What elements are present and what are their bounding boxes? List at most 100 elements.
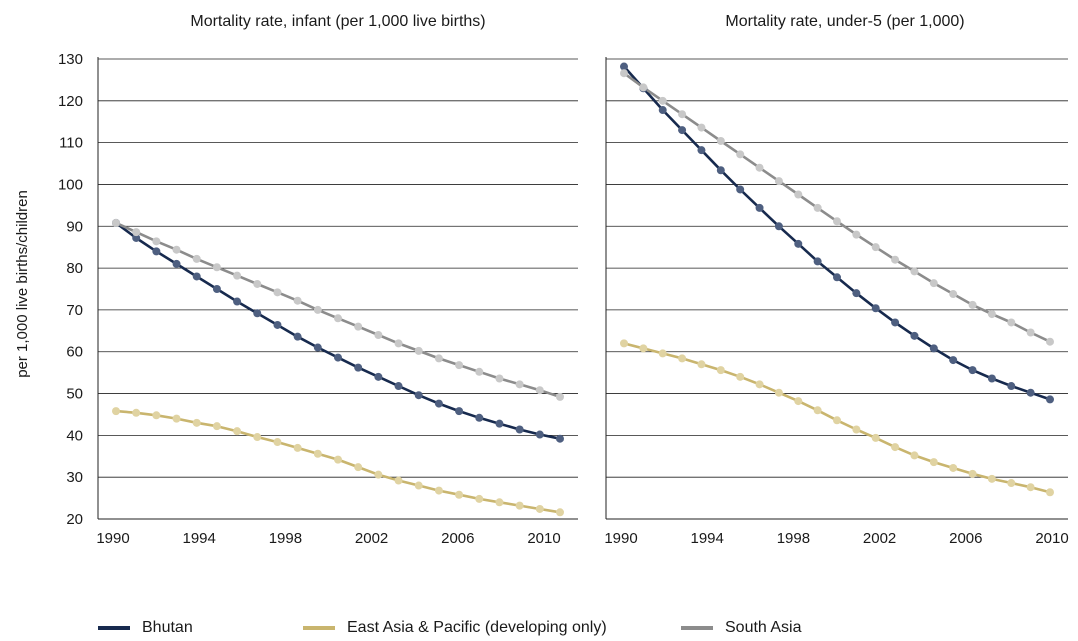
legend-item-bhutan: Bhutan — [98, 619, 303, 637]
data-point-east-asia-pacific-developing-only — [475, 494, 484, 503]
data-point-east-asia-pacific-developing-only — [891, 443, 900, 452]
data-point-south-asia — [697, 123, 706, 132]
x-tick-label: 2002 — [863, 530, 896, 547]
data-point-south-asia — [374, 331, 383, 339]
data-point-bhutan — [736, 185, 745, 194]
data-point-bhutan — [414, 391, 423, 400]
data-point-east-asia-pacific-developing-only — [813, 406, 822, 415]
legend-swatch-bhutan — [98, 626, 130, 630]
series-line-south-asia — [623, 72, 1051, 343]
legend-label-bhutan: Bhutan — [142, 619, 193, 636]
data-point-east-asia-pacific-developing-only — [374, 470, 383, 479]
data-point-south-asia — [394, 339, 403, 348]
legend-swatch-south-asia — [681, 626, 713, 630]
data-point-south-asia — [172, 245, 181, 254]
data-point-bhutan — [253, 309, 262, 318]
data-point-east-asia-pacific-developing-only — [535, 504, 544, 513]
data-point-east-asia-pacific-developing-only — [987, 474, 996, 483]
data-point-east-asia-pacific-developing-only — [968, 469, 977, 478]
data-point-south-asia — [253, 279, 262, 288]
legend-label-south-asia: South Asia — [725, 619, 802, 636]
data-point-bhutan — [1046, 395, 1054, 404]
legend-swatch-east-asia-pacific — [303, 626, 335, 630]
data-point-east-asia-pacific-developing-only — [455, 490, 464, 499]
data-point-south-asia — [1026, 328, 1035, 337]
gridlines — [98, 58, 1068, 478]
data-point-south-asia — [774, 177, 783, 186]
data-point-south-asia — [556, 392, 564, 401]
y-tick-label: 30 — [66, 469, 83, 486]
data-point-south-asia — [132, 228, 141, 237]
data-point-east-asia-pacific-developing-only — [697, 360, 706, 369]
data-point-bhutan — [813, 257, 822, 266]
data-point-south-asia — [535, 386, 544, 395]
data-point-bhutan — [678, 126, 687, 135]
data-point-bhutan — [755, 203, 764, 212]
data-point-south-asia — [678, 110, 687, 119]
y-tick-label: 20 — [66, 511, 83, 528]
data-point-bhutan — [929, 344, 938, 353]
data-point-bhutan — [871, 304, 880, 313]
data-point-bhutan — [910, 331, 919, 340]
data-point-bhutan — [455, 407, 464, 416]
y-tick-label: 120 — [58, 93, 83, 110]
x-tick-label: 1994 — [691, 530, 724, 547]
data-point-bhutan — [987, 374, 996, 383]
data-point-east-asia-pacific-developing-only — [394, 476, 403, 485]
data-point-south-asia — [833, 217, 841, 226]
data-point-east-asia-pacific-developing-only — [949, 463, 958, 472]
data-point-bhutan — [515, 425, 524, 434]
data-point-east-asia-pacific-developing-only — [871, 433, 880, 442]
y-tick-label: 90 — [66, 218, 83, 235]
data-point-south-asia — [334, 314, 342, 323]
legend-item-east-asia-pacific: East Asia & Pacific (developing only) — [303, 619, 681, 637]
data-point-south-asia — [658, 96, 667, 105]
data-point-bhutan — [658, 106, 667, 115]
data-point-bhutan — [334, 353, 342, 362]
series-line-bhutan — [623, 65, 1051, 401]
data-point-bhutan — [620, 62, 628, 71]
data-point-bhutan — [891, 318, 900, 327]
legend-item-south-asia: South Asia — [681, 619, 802, 637]
x-tick-label: 1990 — [96, 530, 129, 547]
data-point-east-asia-pacific-developing-only — [833, 416, 841, 425]
data-point-bhutan — [172, 259, 181, 268]
data-point-bhutan — [949, 356, 958, 365]
data-point-east-asia-pacific-developing-only — [354, 463, 363, 472]
data-point-south-asia — [736, 150, 745, 159]
data-point-bhutan — [774, 222, 783, 231]
data-point-bhutan — [833, 273, 841, 282]
data-point-east-asia-pacific-developing-only — [852, 425, 861, 434]
data-point-bhutan — [535, 430, 544, 439]
data-point-east-asia-pacific-developing-only — [112, 407, 120, 416]
x-tick-label: 2006 — [949, 530, 982, 547]
y-tick-label: 60 — [66, 344, 83, 361]
x-tick-label: 1990 — [604, 530, 637, 547]
y-tick-label: 80 — [66, 260, 83, 277]
legend: Bhutan East Asia & Pacific (developing o… — [98, 619, 802, 637]
data-point-south-asia — [192, 254, 201, 263]
series-points — [112, 62, 1054, 517]
data-point-bhutan — [273, 320, 282, 329]
data-point-bhutan — [354, 363, 363, 372]
data-point-south-asia — [354, 322, 363, 331]
data-point-south-asia — [968, 300, 977, 309]
data-point-east-asia-pacific-developing-only — [1026, 483, 1035, 492]
data-point-south-asia — [910, 267, 919, 276]
data-point-east-asia-pacific-developing-only — [910, 451, 919, 460]
data-point-bhutan — [968, 366, 977, 375]
series-line-bhutan — [115, 221, 561, 440]
data-point-south-asia — [434, 354, 443, 363]
data-point-east-asia-pacific-developing-only — [658, 349, 667, 358]
data-point-east-asia-pacific-developing-only — [495, 498, 504, 507]
legend-label-east-asia-pacific: East Asia & Pacific (developing only) — [347, 619, 607, 636]
chart-text: Mortality rate, infant (per 1,000 live b… — [14, 13, 1069, 547]
data-point-east-asia-pacific-developing-only — [434, 486, 443, 495]
data-point-south-asia — [495, 374, 504, 383]
y-tick-label: 70 — [66, 302, 83, 319]
data-point-south-asia — [949, 290, 958, 299]
data-point-bhutan — [152, 247, 161, 256]
data-point-south-asia — [293, 296, 302, 305]
data-point-bhutan — [394, 382, 403, 391]
